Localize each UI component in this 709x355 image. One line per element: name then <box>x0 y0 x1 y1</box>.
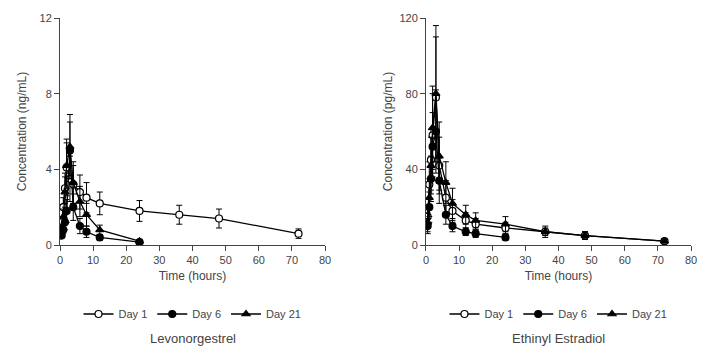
svg-text:10: 10 <box>453 254 465 266</box>
svg-text:50: 50 <box>220 254 232 266</box>
svg-text:Time (hours): Time (hours) <box>525 269 593 283</box>
svg-text:40: 40 <box>186 254 198 266</box>
svg-text:20: 20 <box>120 254 132 266</box>
svg-text:50: 50 <box>585 254 597 266</box>
svg-text:Time (hours): Time (hours) <box>159 269 227 283</box>
svg-text:60: 60 <box>253 254 265 266</box>
svg-text:40: 40 <box>406 163 418 175</box>
svg-text:Levonorgestrel: Levonorgestrel <box>150 331 236 346</box>
svg-text:Day 1: Day 1 <box>484 308 513 320</box>
svg-text:Concentration (pg/mL): Concentration (pg/mL) <box>381 72 395 191</box>
svg-text:30: 30 <box>519 254 531 266</box>
svg-text:Day 21: Day 21 <box>266 308 301 320</box>
svg-text:10: 10 <box>87 254 99 266</box>
svg-text:0: 0 <box>57 254 63 266</box>
svg-text:20: 20 <box>486 254 498 266</box>
svg-text:0: 0 <box>423 254 429 266</box>
svg-text:60: 60 <box>619 254 631 266</box>
svg-text:80: 80 <box>685 254 697 266</box>
svg-text:Day 6: Day 6 <box>192 308 221 320</box>
svg-text:12: 12 <box>40 12 52 24</box>
svg-text:Day 1: Day 1 <box>119 308 148 320</box>
svg-text:4: 4 <box>46 163 52 175</box>
svg-text:40: 40 <box>552 254 564 266</box>
svg-text:30: 30 <box>153 254 165 266</box>
svg-text:8: 8 <box>46 88 52 100</box>
svg-text:80: 80 <box>319 254 331 266</box>
svg-text:Concentration (ng/mL): Concentration (ng/mL) <box>15 72 29 191</box>
svg-text:Day 21: Day 21 <box>632 308 667 320</box>
svg-text:0: 0 <box>412 239 418 251</box>
svg-text:70: 70 <box>286 254 298 266</box>
svg-text:Day 6: Day 6 <box>558 308 587 320</box>
svg-text:120: 120 <box>399 12 417 24</box>
svg-text:Ethinyl Estradiol: Ethinyl Estradiol <box>512 331 605 346</box>
svg-text:80: 80 <box>406 88 418 100</box>
svg-text:70: 70 <box>652 254 664 266</box>
svg-text:0: 0 <box>46 239 52 251</box>
